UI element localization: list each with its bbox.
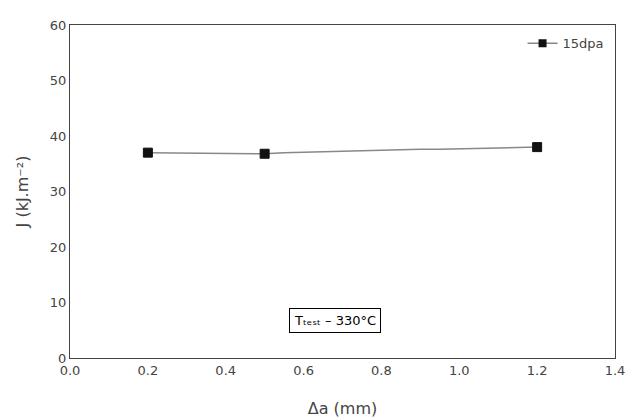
svg-text:0.4: 0.4 xyxy=(215,363,236,378)
svg-text:Tₜₑₛₜ – 330°C: Tₜₑₛₜ – 330°C xyxy=(294,313,376,328)
svg-text:30: 30 xyxy=(50,184,67,199)
svg-text:15dpa: 15dpa xyxy=(563,36,604,51)
svg-text:0.8: 0.8 xyxy=(371,363,392,378)
svg-text:0.0: 0.0 xyxy=(60,363,81,378)
svg-text:0.6: 0.6 xyxy=(293,363,314,378)
svg-text:1.2: 1.2 xyxy=(527,363,548,378)
svg-text:J (kJ.m⁻²): J (kJ.m⁻²) xyxy=(13,156,32,229)
svg-text:Δa (mm): Δa (mm) xyxy=(308,399,378,418)
svg-text:50: 50 xyxy=(50,73,67,88)
svg-text:0: 0 xyxy=(58,351,66,366)
svg-text:40: 40 xyxy=(50,129,67,144)
svg-text:60: 60 xyxy=(50,18,67,33)
svg-text:1.0: 1.0 xyxy=(449,363,470,378)
svg-text:10: 10 xyxy=(50,295,67,310)
svg-text:1.4: 1.4 xyxy=(605,363,626,378)
svg-text:20: 20 xyxy=(50,240,67,255)
svg-text:0.2: 0.2 xyxy=(138,363,159,378)
